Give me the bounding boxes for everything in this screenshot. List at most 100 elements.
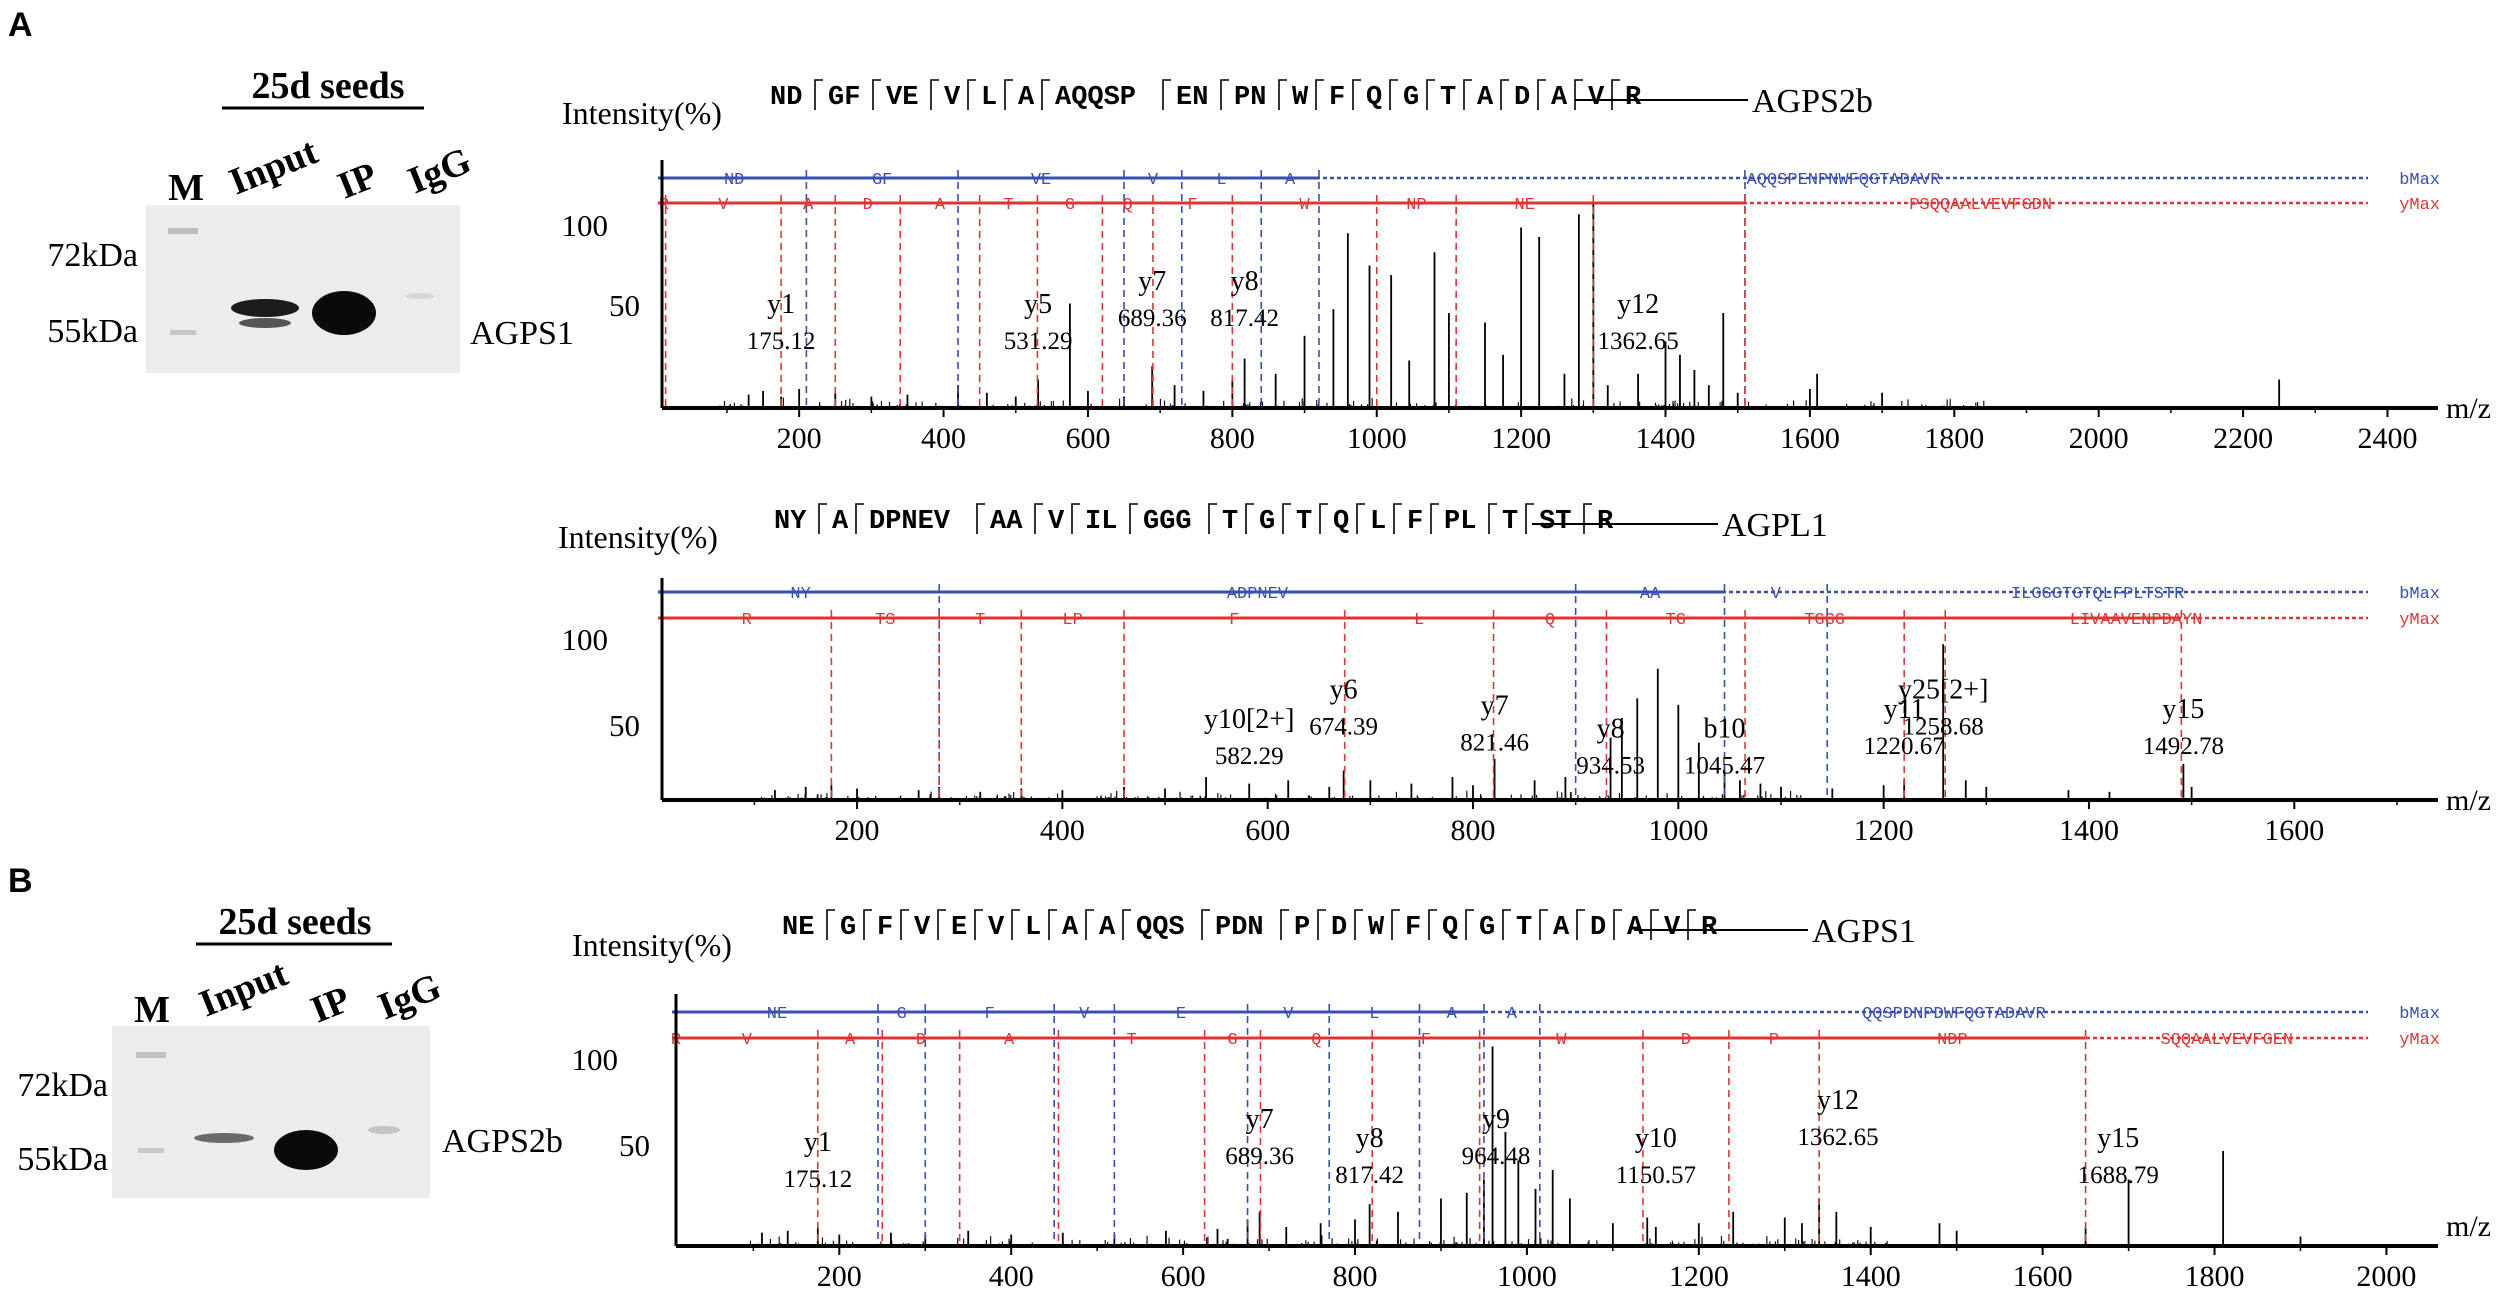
sequence-break-mark xyxy=(1085,909,1094,940)
x-tick-label: 1200 xyxy=(1491,422,1551,455)
sequence-residue: L xyxy=(981,83,997,113)
sequence-residue: A xyxy=(832,507,849,537)
x-tick-label: 800 xyxy=(1210,422,1255,455)
blot-a-band-input xyxy=(231,299,299,317)
sequence-break-mark xyxy=(1463,79,1472,110)
y-fragment-label: G xyxy=(1227,1031,1237,1050)
y-fragment-label: G xyxy=(1065,196,1075,215)
ion-mz-label: 175.12 xyxy=(783,1166,852,1193)
ion-mz-label: 817.42 xyxy=(1210,305,1279,332)
ion-mz-label: 1045.47 xyxy=(1684,753,1765,780)
b-fragment-label: V xyxy=(1771,585,1782,604)
blot-a-marker-55 xyxy=(170,330,196,335)
b-fragment-label: ILGGGTGTQLFPLTSTR xyxy=(2011,585,2184,604)
blot-a-protein-label: AGPS1 xyxy=(470,315,574,352)
x-tick-label: 1800 xyxy=(1924,422,1984,455)
sequence-residue: A xyxy=(1099,913,1116,943)
spectrum-agps2b-ytick-100: 100 xyxy=(562,208,609,243)
sequence-residue: VE xyxy=(886,83,918,113)
sequence-residue: F xyxy=(1405,913,1421,943)
spectrum-agps2b-sequence: ND GF VE V L A AQQSP EN PN W F Q G T A D A V R xyxy=(770,79,1642,113)
sequence-residue: V xyxy=(944,83,961,113)
y-fragment-label: R xyxy=(659,196,669,215)
sequence-break-mark xyxy=(1315,79,1324,110)
sequence-break-mark xyxy=(937,909,946,940)
blot-a-lane-ip: IP xyxy=(332,154,383,207)
ion-label: y15 xyxy=(2097,1123,2139,1154)
b-fragment-label: GF xyxy=(872,171,892,190)
blot-b-marker-72-label: 72kDa xyxy=(17,1067,108,1104)
ion-label: y8 xyxy=(1597,714,1625,745)
sequence-break-mark xyxy=(1278,79,1287,110)
b-fragment-label: A xyxy=(1285,171,1296,190)
sequence-residue: F xyxy=(1329,83,1345,113)
sequence-residue: QQS xyxy=(1136,913,1185,943)
sequence-break-mark xyxy=(1280,909,1289,940)
ion-label: y7 xyxy=(1246,1104,1274,1135)
ion-mz-label: 1220.67 xyxy=(1864,733,1945,760)
blot-a-lane-input: Input xyxy=(224,130,324,203)
y-fragment-label: TGGG xyxy=(1804,611,1845,630)
y-series-label: yMax xyxy=(2399,1031,2440,1050)
sequence-break-mark xyxy=(1613,909,1622,940)
spectrum-agps2b: Intensity(%) ND GF VE V L A AQQSP EN PN W F Q G T A D A V… xyxy=(562,79,2491,455)
sequence-residue: ND xyxy=(770,83,802,113)
blot-a-band-igg xyxy=(406,293,434,299)
blot-b: 25d seeds M Input IP IgG 72kDa 55kDa AGP… xyxy=(17,901,563,1198)
sequence-break-mark xyxy=(1465,909,1474,940)
sequence-residue: Q xyxy=(1333,507,1349,537)
sequence-break-mark xyxy=(1011,909,1020,940)
y-fragment-label: TS xyxy=(875,611,895,630)
sequence-residue: D xyxy=(1590,913,1606,943)
ion-mz-label: 689.36 xyxy=(1225,1143,1294,1170)
sequence-residue: A xyxy=(1627,913,1644,943)
b-series-label: bMax xyxy=(2399,171,2440,190)
y-fragment-label: A xyxy=(935,196,946,215)
sequence-residue: NY xyxy=(774,507,807,537)
x-tick-label: 400 xyxy=(921,422,966,455)
sequence-residue: V xyxy=(1048,507,1065,537)
panel-letter-b: B xyxy=(8,862,33,900)
x-tick-label: 200 xyxy=(835,814,880,847)
blot-b-lane-input: Input xyxy=(194,952,294,1025)
b-fragment-label: AQQSPENPNWFQGTADAVR xyxy=(1747,171,1941,190)
b-fragment-label: A xyxy=(1507,1005,1518,1024)
sequence-break-mark xyxy=(1004,79,1013,110)
ion-label: y7 xyxy=(1138,266,1166,297)
sequence-residue: E xyxy=(951,913,967,943)
y-fragment-label: LIVAAVENPDAYN xyxy=(2070,611,2203,630)
spectrum-agpl1: Intensity(%) NY A DPNEV AA V IL GGG T G T Q L F PL T ST… xyxy=(558,503,2491,847)
x-tick-label: 1400 xyxy=(2059,814,2119,847)
sequence-break-mark xyxy=(1352,79,1361,110)
sequence-break-mark xyxy=(1048,909,1057,940)
b-fragment-label: A xyxy=(1447,1005,1458,1024)
spectrum-agps1-protein-label: AGPS1 xyxy=(1812,913,1916,950)
ion-label: y8 xyxy=(1356,1123,1384,1154)
sequence-residue: R xyxy=(1625,83,1642,113)
sequence-residue: T xyxy=(1222,507,1238,537)
sequence-residue: PL xyxy=(1444,507,1476,537)
sequence-residue: V xyxy=(1588,83,1605,113)
sequence-break-mark xyxy=(1393,503,1402,534)
x-tick-label: 1000 xyxy=(1497,1260,1557,1293)
x-tick-label: 2200 xyxy=(2213,422,2273,455)
b-fragment-label: V xyxy=(1148,171,1159,190)
spectrum-agps1: Intensity(%) NE G F V E V L A A QQS PDN P D W F Q G T A D A V… xyxy=(572,909,2491,1293)
ion-mz-label: 689.36 xyxy=(1118,305,1187,332)
ion-label: y7 xyxy=(1481,691,1509,722)
sequence-break-mark xyxy=(1162,79,1171,110)
ion-label: y15 xyxy=(2162,694,2204,725)
y-fragment-label: V xyxy=(718,196,729,215)
sequence-residue: GF xyxy=(828,83,860,113)
sequence-break-mark xyxy=(1583,503,1592,534)
sequence-break-mark xyxy=(1041,79,1050,110)
y-fragment-label: NDP xyxy=(1937,1031,1968,1050)
x-tick-label: 1200 xyxy=(1854,814,1914,847)
y-series-label: yMax xyxy=(2399,196,2440,215)
sequence-break-mark xyxy=(1245,503,1254,534)
spectrum-agps1-ytick-50: 50 xyxy=(619,1128,650,1163)
spectrum-agps2b-protein-label: AGPS2b xyxy=(1752,83,1873,120)
ion-label: y1 xyxy=(767,289,795,320)
x-tick-label: 600 xyxy=(1065,422,1110,455)
